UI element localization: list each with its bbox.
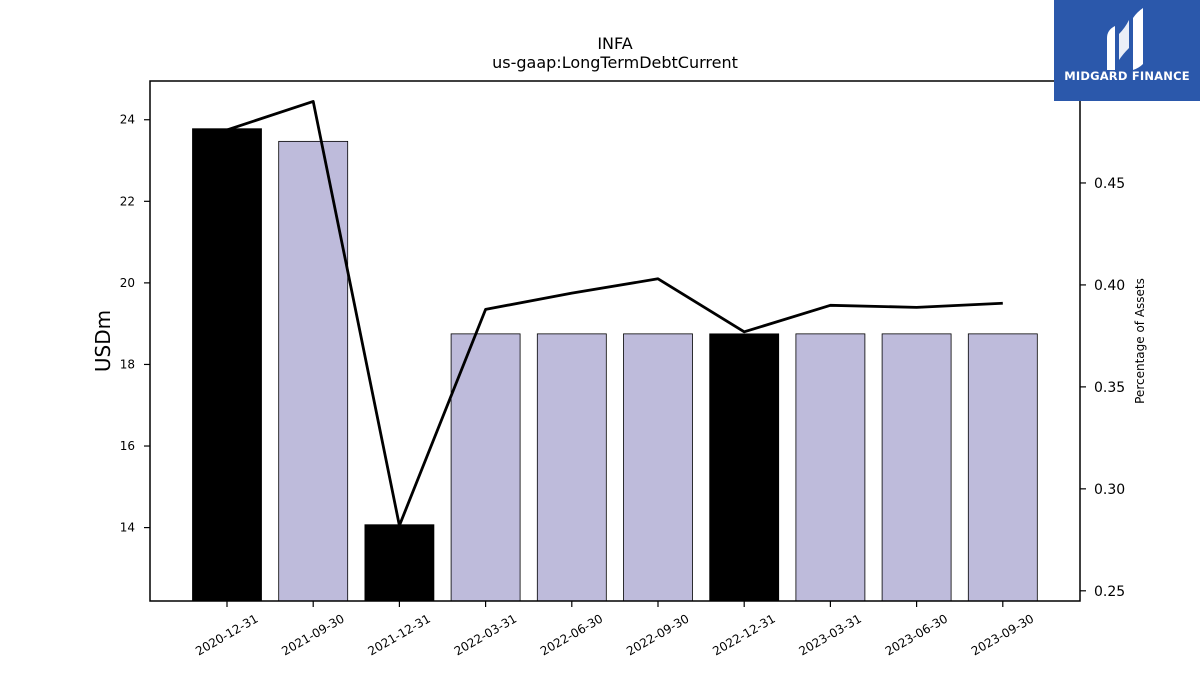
y-tick-label: 20 (120, 276, 135, 290)
plot-frame (149, 80, 1081, 602)
y-axis-label: USDm (91, 310, 115, 372)
bars-layer (192, 128, 1038, 602)
bar-2022-09-30 (623, 333, 693, 602)
bar-2022-06-30 (536, 333, 607, 602)
brand-name: MIDGARD FINANCE (1064, 69, 1190, 83)
y-tick-label: 14 (120, 521, 135, 535)
brand-logo: MIDGARD FINANCE (1054, 0, 1200, 101)
y-tick-label: 24 (120, 113, 135, 127)
x-tick-label: 2023-09-30 (969, 611, 1036, 658)
y2-tick-label: 0.40 (1094, 278, 1125, 294)
y-tick-label: 18 (120, 357, 135, 371)
chart-title: INFA (597, 34, 632, 53)
bar-2023-09-30 (967, 333, 1038, 602)
y2-tick-label: 0.25 (1094, 584, 1125, 600)
bar-2022-03-31 (450, 333, 521, 602)
x-tick-label: 2023-06-30 (883, 611, 950, 658)
bar-2021-09-30 (278, 140, 349, 602)
y-tick-label: 16 (120, 439, 135, 453)
bar-2023-06-30 (881, 333, 952, 602)
x-tick-label: 2022-09-30 (624, 611, 691, 658)
bar-2020-12-31 (192, 128, 262, 602)
x-tick-label: 2022-03-31 (452, 611, 519, 658)
bar-2023-03-31 (795, 333, 866, 602)
y2-tick-label: 0.30 (1094, 482, 1125, 498)
y-axis-right: 0.25 0.30 0.35 0.40 0.45 (1080, 176, 1125, 600)
x-tick-label: 2021-12-31 (365, 611, 432, 658)
x-axis: 2020-12-31 2021-09-30 2021-12-31 2022-03-31… (193, 601, 1036, 658)
x-tick-label: 2022-06-30 (538, 611, 605, 658)
x-tick-label: 2022-12-31 (710, 611, 777, 658)
y-tick-label: 22 (120, 194, 135, 208)
bar-2022-12-31 (709, 333, 780, 602)
x-tick-label: 2021-09-30 (279, 611, 346, 658)
bar-2021-12-31 (364, 524, 435, 602)
chart-subtitle: us-gaap:LongTermDebtCurrent (492, 53, 738, 72)
x-tick-label: 2020-12-31 (193, 611, 260, 658)
y-axis-left: 14 16 18 20 22 24 (120, 113, 150, 535)
y2-tick-label: 0.35 (1094, 380, 1125, 396)
y2-axis-label: Percentage of Assets (1133, 278, 1147, 404)
y2-tick-label: 0.45 (1094, 176, 1125, 192)
percentage-of-assets-line (226, 99, 1003, 527)
line-layer (226, 99, 1003, 527)
midgard-m-logo-icon (1107, 8, 1143, 70)
x-tick-label: 2023-03-31 (796, 611, 863, 658)
